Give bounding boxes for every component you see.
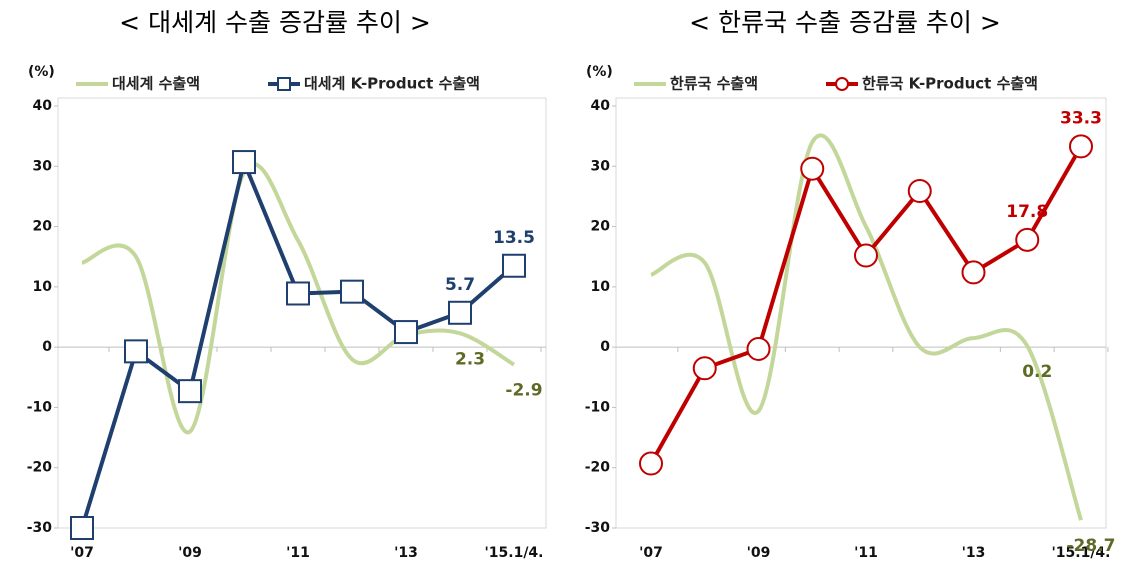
x-tick-label: '07: [70, 545, 94, 561]
marker: [394, 320, 418, 345]
legend-marker: [277, 77, 291, 91]
marker: [70, 516, 94, 540]
marker: [692, 356, 717, 381]
series-line: [650, 133, 1083, 521]
y-tick-label: -10: [585, 399, 611, 415]
marker: [232, 150, 256, 175]
legend-label: 한류국 K-Product 수출액: [862, 75, 1038, 93]
series-line: [649, 145, 1083, 465]
marker: [961, 260, 986, 285]
marker: [502, 253, 526, 278]
value-label: 13.5: [493, 228, 535, 248]
legend-label: 대세계 K-Product 수출액: [304, 75, 480, 93]
x-tick-label: '09: [747, 545, 771, 561]
value-label: 17.8: [1006, 202, 1048, 222]
marker: [448, 300, 472, 325]
value-label: -28.7: [1067, 536, 1116, 556]
chart-title: < 대세계 수출 증감률 추이 >: [119, 8, 431, 37]
x-tick-label: '13: [962, 545, 986, 561]
chart-title: < 한류국 수출 증감률 추이 >: [689, 8, 1001, 37]
marker: [746, 336, 771, 361]
plot-frame: [57, 97, 547, 529]
value-label: 2.3: [455, 349, 485, 369]
y-axis-label: (%): [586, 64, 613, 80]
x-tick-label: '13: [394, 545, 418, 561]
marker: [286, 281, 310, 306]
x-tick-label: '15.1/4.: [1051, 545, 1110, 561]
y-tick-label: 0: [42, 339, 52, 355]
x-tick-label: '07: [639, 545, 663, 561]
legend-marker: [835, 77, 849, 91]
value-label: 33.3: [1060, 108, 1102, 128]
x-tick-label: '11: [286, 545, 310, 561]
marker: [1015, 227, 1040, 252]
y-tick-label: 20: [591, 219, 611, 235]
y-tick-label: -20: [27, 460, 53, 476]
y-tick-label: 40: [591, 98, 611, 114]
x-tick-label: '09: [178, 545, 202, 561]
legend-label: 한류국 수출액: [670, 75, 758, 93]
y-tick-label: 10: [591, 279, 611, 295]
marker: [639, 451, 663, 476]
y-tick-label: -20: [585, 460, 611, 476]
marker: [1069, 134, 1093, 159]
y-tick-label: 10: [33, 279, 53, 295]
x-tick-label: '15.1/4.: [484, 545, 543, 561]
marker: [907, 179, 932, 204]
legend-label: 대세계 수출액: [112, 75, 200, 93]
marker: [854, 243, 878, 268]
y-tick-label: 30: [591, 158, 611, 174]
plot-frame: [615, 97, 1107, 529]
marker: [178, 379, 202, 404]
y-tick-label: 0: [600, 339, 610, 355]
value-label: 0.2: [1022, 362, 1052, 382]
y-axis-label: (%): [28, 64, 55, 80]
value-label: 5.7: [445, 275, 475, 295]
x-tick-label: '11: [854, 545, 878, 561]
marker: [340, 279, 364, 304]
y-tick-label: 20: [33, 219, 53, 235]
marker: [124, 339, 148, 364]
marker: [800, 156, 825, 181]
y-tick-label: -30: [27, 520, 53, 536]
y-tick-label: -10: [27, 399, 53, 415]
y-tick-label: 30: [33, 158, 53, 174]
value-label: -2.9: [505, 381, 542, 401]
y-tick-label: 40: [33, 98, 53, 114]
y-tick-label: -30: [585, 520, 611, 536]
